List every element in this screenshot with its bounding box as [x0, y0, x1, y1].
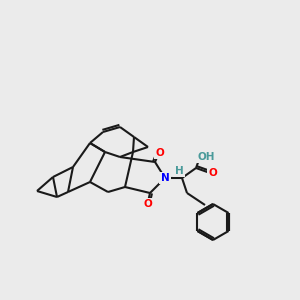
Text: N: N	[160, 173, 169, 183]
Text: O: O	[208, 168, 217, 178]
Text: O: O	[156, 148, 164, 158]
Text: O: O	[144, 199, 152, 209]
Text: OH: OH	[197, 152, 215, 162]
Text: H: H	[175, 166, 183, 176]
